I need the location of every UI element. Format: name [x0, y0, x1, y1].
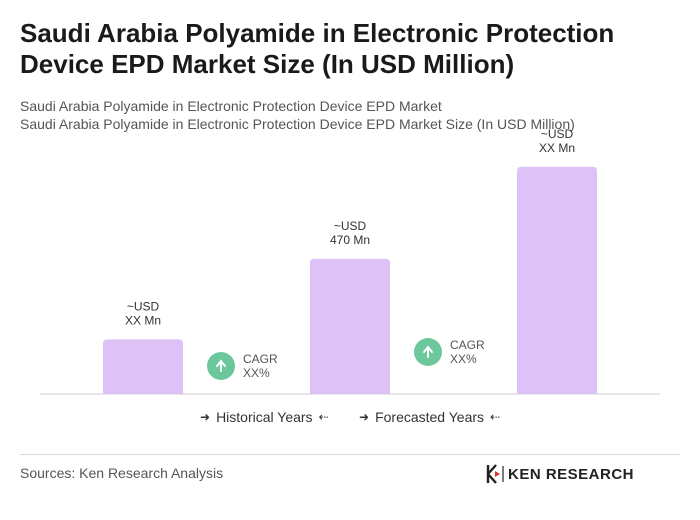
- bar-value-label-3-line-2: XX Mn: [539, 141, 575, 155]
- bar-value-label-1-line-1: ~USD: [127, 299, 160, 313]
- bar-value-label-2-line-1: ~USD: [334, 219, 367, 233]
- chart-subtitle-1: Saudi Arabia Polyamide in Electronic Pro…: [20, 98, 442, 114]
- legend-historical: ➜ Historical Years ⇠: [200, 409, 329, 425]
- ken-research-logo: KEN RESEARCH: [486, 464, 634, 484]
- legend-forecasted: ➜ Forecasted Years ⇠: [359, 409, 500, 425]
- sources-text: Sources: Ken Research Analysis: [20, 465, 224, 481]
- bar-3: [517, 166, 597, 394]
- bar-value-label-3-line-1: ~USD: [541, 127, 574, 141]
- bar-value-label-1-line-2: XX Mn: [125, 313, 161, 327]
- cagr-label-2-line-1: CAGR: [450, 338, 485, 352]
- bar-2: [310, 258, 390, 394]
- legend-historical-label: Historical Years: [216, 409, 313, 425]
- logo-text: KEN RESEARCH: [508, 465, 635, 483]
- chart-subtitle-2: Saudi Arabia Polyamide in Electronic Pro…: [20, 116, 575, 132]
- ken-logo-icon: [486, 464, 504, 484]
- legend-forecasted-label: Forecasted Years: [375, 409, 485, 425]
- arrow-left-icon: ⇠: [318, 410, 329, 424]
- arrow-up-icon: [216, 359, 226, 372]
- chart-title: Saudi Arabia Polyamide in Electronic Pro…: [20, 18, 615, 79]
- arrow-left-icon: ⇠: [490, 410, 501, 424]
- cagr-label-2-line-2: XX%: [450, 352, 477, 366]
- arrow-right-icon: ➜: [200, 410, 211, 424]
- arrow-up-icon: [423, 345, 433, 358]
- cagr-label-1-line-1: CAGR: [243, 352, 278, 366]
- footer-divider: [20, 454, 680, 455]
- bar-1: [103, 339, 183, 394]
- arrow-right-icon: ➜: [359, 410, 370, 424]
- cagr-label-1-line-2: XX%: [243, 366, 270, 380]
- bar-value-label-2-line-2: 470 Mn: [330, 233, 370, 247]
